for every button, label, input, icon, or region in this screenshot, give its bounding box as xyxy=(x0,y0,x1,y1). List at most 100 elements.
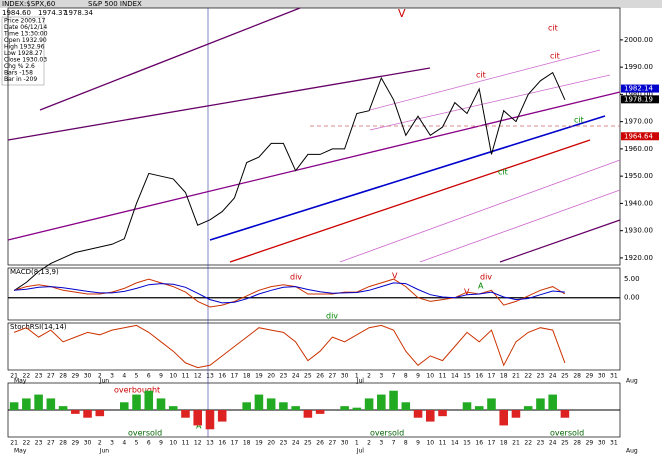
panel-title: MACD(8,13,9) xyxy=(10,268,59,276)
histogram-bar xyxy=(511,410,521,418)
annotation: oversold xyxy=(370,429,404,438)
annotation: A xyxy=(196,422,202,431)
x-tick-label: 1 xyxy=(355,373,359,380)
info-line: Close 1930.03 xyxy=(4,57,47,64)
histogram-bar xyxy=(389,390,398,410)
x-tick-label: 3 xyxy=(379,373,383,380)
histogram-bar xyxy=(9,402,19,410)
histogram-bar xyxy=(71,410,80,414)
panel-frames xyxy=(7,7,621,438)
x-tick-label: 2 xyxy=(98,373,102,380)
x-tick-label: 31 xyxy=(610,440,618,447)
price-box xyxy=(621,132,659,141)
x-tick-label: 21 xyxy=(10,373,18,380)
y-tick-label: 0.00 xyxy=(624,294,640,302)
histogram-bar xyxy=(487,398,496,410)
x-tick-label: 27 xyxy=(329,373,337,380)
x-tick-label: 29 xyxy=(586,440,594,447)
x-tick-label: 2 xyxy=(98,440,102,447)
histogram-bar xyxy=(560,410,570,418)
histogram-bar xyxy=(205,410,215,430)
histogram-bar xyxy=(34,394,43,410)
x-tick-label: 30 xyxy=(598,373,606,380)
x-tick-label: 8 xyxy=(404,373,408,380)
x-tick-label: 12 xyxy=(194,373,202,380)
histogram-bar xyxy=(83,410,92,418)
annotation: oversold xyxy=(550,429,584,438)
month-label: Aug xyxy=(626,448,638,455)
y-tick-label: 1920.00 xyxy=(624,254,653,262)
x-tick-label: 6 xyxy=(147,373,151,380)
histogram-bar xyxy=(22,398,31,410)
price-label: 1982.14 xyxy=(624,85,653,93)
histogram-bar xyxy=(474,406,484,410)
month-label: May xyxy=(14,378,27,385)
x-tick-label: 17 xyxy=(231,373,239,380)
x-tick-label: 26 xyxy=(316,373,324,380)
x-tick-label: 6 xyxy=(147,440,151,447)
x-tick-label: 25 xyxy=(304,440,312,447)
x-tick-label: 12 xyxy=(194,440,202,447)
header-bar xyxy=(0,0,662,8)
y-tick-label: 5.00 xyxy=(624,275,640,283)
x-tick-label: 4 xyxy=(122,440,126,447)
histogram-bar xyxy=(462,402,472,410)
x-tick-label: 23 xyxy=(537,373,545,380)
x-tick-label: 26 xyxy=(316,440,324,447)
histogram-bar xyxy=(144,390,154,410)
x-tick-label: 11 xyxy=(182,373,190,380)
info-line: Low 1928.27 xyxy=(4,50,43,57)
annotation: cit xyxy=(550,52,560,61)
x-tick-label: 28 xyxy=(573,440,581,447)
x-tick-label: 1 xyxy=(355,440,359,447)
histogram-bar xyxy=(413,410,423,418)
info-line: Open 1932.90 xyxy=(4,37,47,44)
x-tick-label: 17 xyxy=(488,373,496,380)
x-tick-label: 23 xyxy=(280,440,288,447)
price-box xyxy=(621,84,659,93)
histogram-bar xyxy=(352,407,362,410)
info-box xyxy=(1,16,45,86)
annotation: cit xyxy=(476,71,486,80)
x-tick-label: 18 xyxy=(243,373,251,380)
x-tick-label: 23 xyxy=(537,440,545,447)
x-tick-label: 31 xyxy=(610,373,618,380)
info-line: High 1932.96 xyxy=(4,44,45,51)
annotation: oversold xyxy=(128,429,162,438)
x-tick-label: 25 xyxy=(304,373,312,380)
x-tick-label: 30 xyxy=(341,373,349,380)
panel-title: StochRSI(14,14) xyxy=(10,323,67,331)
annotation: div xyxy=(326,312,338,321)
x-tick-label: 11 xyxy=(439,373,447,380)
y-tick-label: 1970.00 xyxy=(624,118,653,126)
histogram-bar xyxy=(523,406,533,410)
x-tick-label: 27 xyxy=(47,373,55,380)
x-tick-label: 18 xyxy=(500,373,508,380)
x-tick-label: 22 xyxy=(23,440,31,447)
x-tick-label: 5 xyxy=(135,440,139,447)
x-tick-label: 16 xyxy=(475,440,483,447)
series-line xyxy=(13,71,566,292)
x-tick-label: 30 xyxy=(598,440,606,447)
annotation: cit xyxy=(498,168,508,177)
y-tick-label: 1980.00 xyxy=(624,90,653,98)
histogram-bar xyxy=(548,394,557,410)
y-tick-label: 1930.00 xyxy=(624,227,653,235)
x-tick-label: 24 xyxy=(292,373,300,380)
y-tick-label: 1960.00 xyxy=(624,145,653,153)
x-tick-label: 16 xyxy=(218,373,226,380)
histogram-bar xyxy=(156,398,166,410)
x-tick-label: 10 xyxy=(169,440,177,447)
index-name: S&P 500 INDEX xyxy=(88,0,142,8)
price-label: 1978.19 xyxy=(624,95,653,103)
histogram-bar xyxy=(425,410,435,422)
histogram-bar xyxy=(499,410,509,426)
y-tick-label: 2000.00 xyxy=(624,36,653,44)
annotation: overbought xyxy=(114,386,160,395)
histogram-bar xyxy=(266,398,276,410)
info-line: Price 2009.17 xyxy=(4,18,46,25)
histogram-bar xyxy=(193,410,203,426)
x-tick-label: 30 xyxy=(341,440,349,447)
quote: 1974.37 xyxy=(38,9,67,17)
